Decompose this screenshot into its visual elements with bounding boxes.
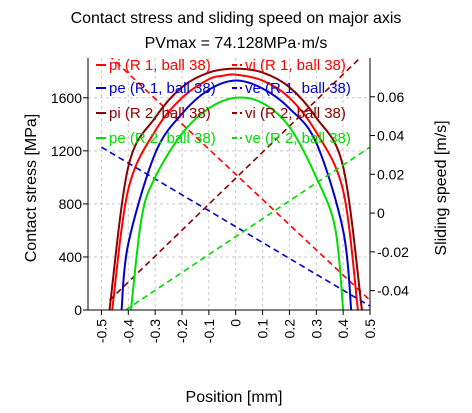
y2-tick-label: -0.02 [377, 244, 409, 260]
chart-subtitle: PVmax = 74.128MPa·m/s [145, 35, 328, 52]
x-tick-label: -0.1 [201, 319, 217, 343]
y2-tick-label: 0.04 [377, 128, 404, 144]
y2-tick-label: 0.06 [377, 89, 404, 105]
series-line-4 [101, 146, 370, 307]
x-tick-label: 0 [228, 319, 244, 327]
y-axis-label: Contact stress [MPa] [23, 114, 40, 263]
x-tick-label: 0.5 [362, 319, 378, 339]
legend-label: ve (R 2, ball 38) [245, 130, 351, 147]
x-tick-label: -0.2 [174, 319, 190, 343]
y-tick-label: 400 [59, 249, 83, 265]
series-line-8 [125, 146, 370, 310]
y-tick-label: 1200 [51, 143, 82, 159]
y2-tick-label: 0.02 [377, 166, 404, 182]
series-line-5 [108, 67, 363, 310]
series-line-3 [120, 79, 353, 310]
legend-label: vi (R 2, ball 38) [245, 105, 346, 122]
y2-tick-label: -0.04 [377, 283, 409, 299]
legend-label: pi (R 1, ball 38) [109, 57, 211, 74]
x-tick-label: -0.3 [147, 319, 163, 343]
series-line-2 [110, 58, 370, 301]
x-tick-label: 0.1 [255, 319, 271, 339]
legend-label: pe (R 2, ball 38) [109, 130, 216, 147]
axes: -0.5 -0.4 -0.3 -0.2 -0.1 0 0.1 0.2 0.3 0.4 0.5 0 400… [51, 58, 409, 343]
series-line-6 [108, 58, 362, 301]
x-tick-label: 0.2 [281, 319, 297, 339]
y-tick-label: 0 [74, 302, 82, 318]
series-line-7 [129, 96, 345, 310]
legend-label: pe (R 1, ball 38) [109, 80, 216, 97]
chart-title: Contact stress and sliding speed on majo… [71, 10, 402, 27]
x-tick-label: -0.5 [93, 319, 109, 343]
y2-axis-label: Sliding speed [m/s] [433, 120, 450, 255]
y-tick-label: 800 [59, 196, 83, 212]
legend-label: ve (R 1, ball 38) [245, 80, 351, 97]
legend: pi (R 1, ball 38) vi (R 1, ball 38) pe (R … [96, 57, 351, 147]
legend-label: vi (R 1, ball 38) [245, 57, 346, 74]
x-tick-label: 0.4 [335, 319, 351, 339]
legend-label: pi (R 2, ball 38) [109, 105, 211, 122]
y-tick-label: 1600 [51, 90, 82, 106]
x-tick-label: 0.3 [308, 319, 324, 339]
series-line-1 [111, 73, 359, 310]
series-layer [101, 58, 370, 310]
y2-tick-label: 0 [377, 205, 385, 221]
x-axis-label: Position [mm] [186, 389, 283, 406]
x-tick-label: -0.4 [120, 319, 136, 343]
